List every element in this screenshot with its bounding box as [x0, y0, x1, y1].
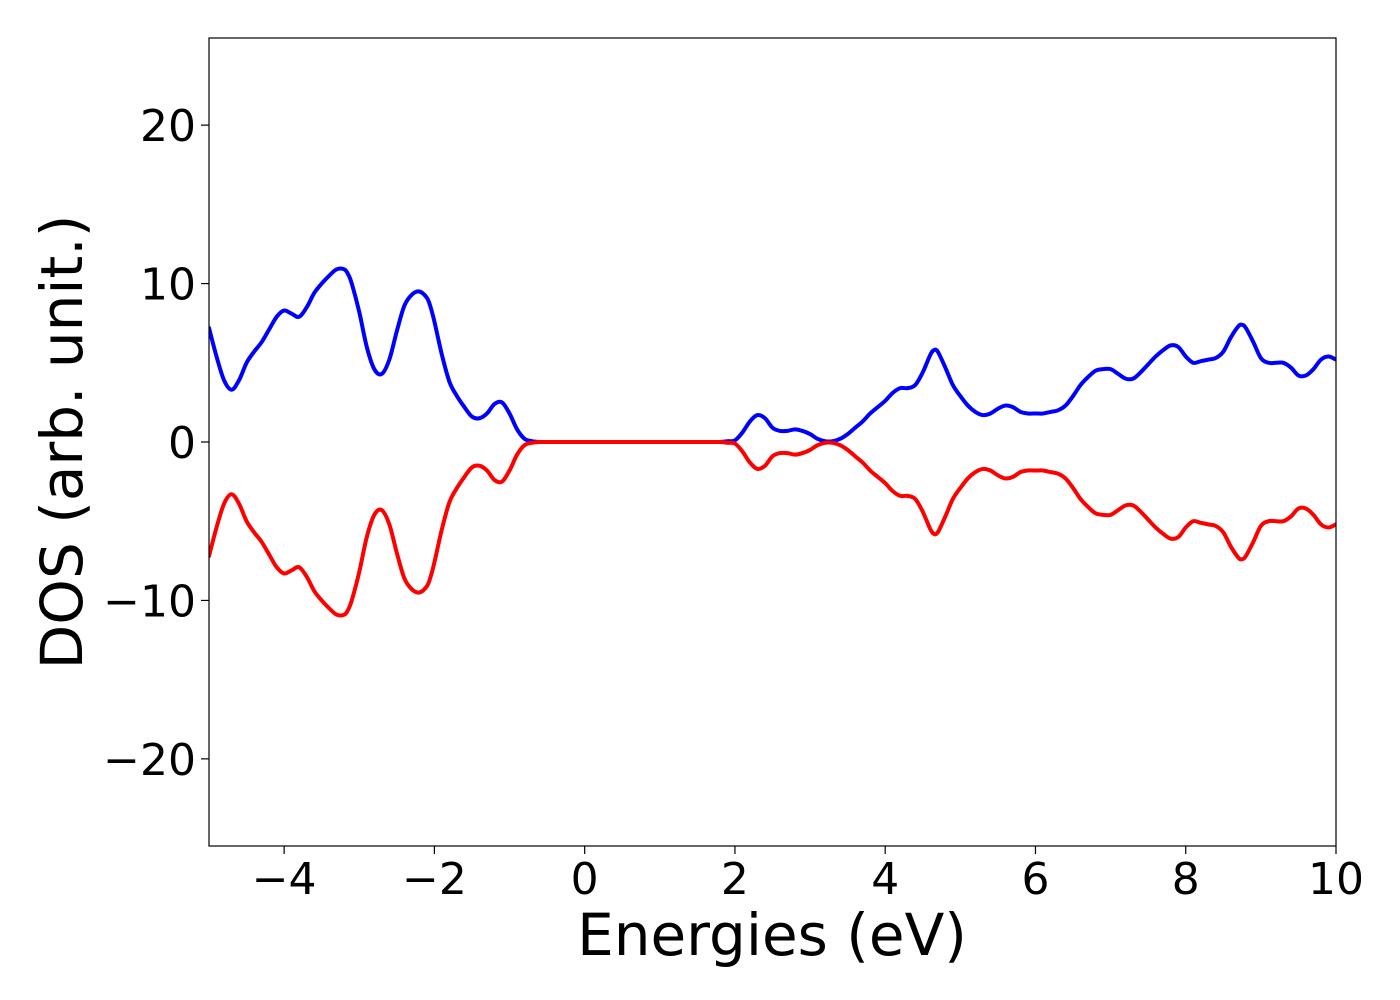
x-tick-label: 4 — [871, 854, 899, 905]
series-layer — [209, 266, 1336, 618]
y-tick-label: −20 — [103, 735, 196, 786]
y-axis-label: DOS (arb. unit.) — [28, 215, 96, 670]
x-tick-label: −2 — [402, 854, 467, 905]
x-tick-label: 10 — [1308, 854, 1364, 905]
series-line-1 — [209, 439, 1336, 618]
x-tick-label: 8 — [1172, 854, 1200, 905]
x-tick-label: −4 — [252, 854, 317, 905]
x-tick-label: 0 — [571, 854, 599, 905]
y-tick-label: 0 — [168, 418, 196, 469]
x-axis-ticks: −4 −2 0 2 4 6 8 10 — [252, 846, 1364, 905]
x-tick-label: 6 — [1021, 854, 1049, 905]
y-tick-label: 10 — [140, 260, 196, 311]
x-axis-label: Energies (eV) — [577, 901, 967, 969]
y-tick-label: 20 — [140, 101, 196, 152]
x-tick-label: 2 — [721, 854, 749, 905]
y-axis-ticks: −20 −10 0 10 20 — [103, 101, 209, 786]
series-line-0 — [209, 266, 1336, 445]
y-tick-label: −10 — [103, 576, 196, 627]
